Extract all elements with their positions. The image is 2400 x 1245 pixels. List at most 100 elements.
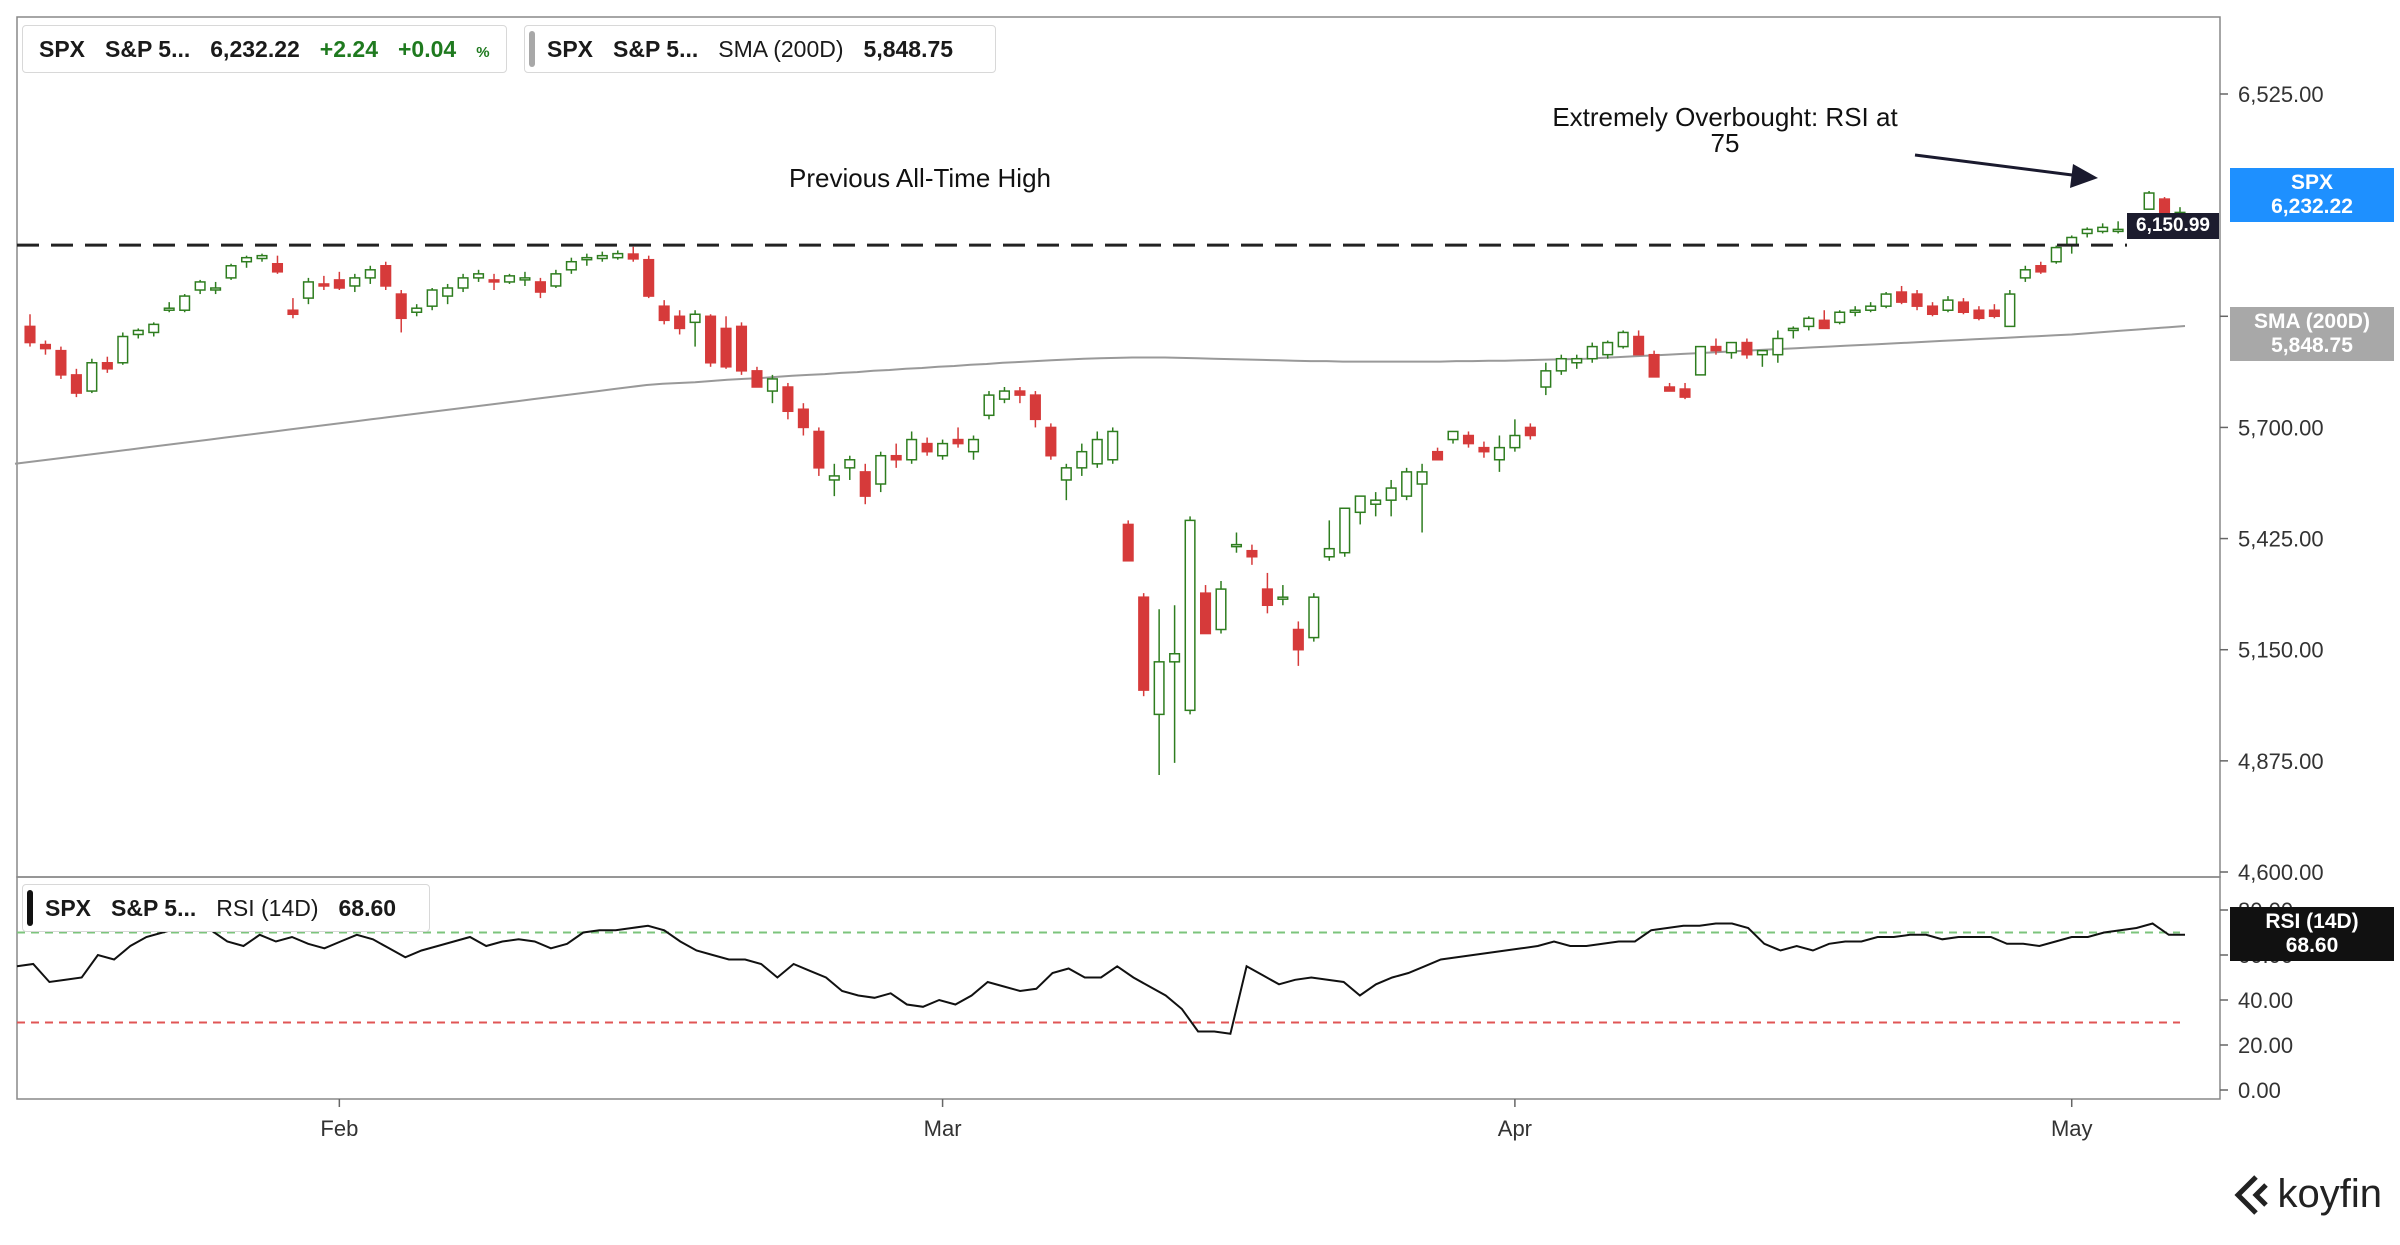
candle-body [1107,430,1119,461]
candle-body [1926,305,1939,316]
candle-body [1540,370,1552,388]
candle-body [101,362,113,370]
candle-body [395,293,407,320]
candle-body [132,329,144,336]
candle-body [612,252,624,259]
ath-value-tag: 6,150.99 [2127,213,2219,239]
candle-body [674,315,686,330]
candle-body [643,258,655,297]
candle-body [1292,628,1304,651]
candle-body [2081,228,2093,235]
legend-sma[interactable]: SPX S&P 5... SMA (200D) 5,848.75 [524,25,996,73]
candle-body [1725,341,1737,354]
candle-body [2158,198,2171,214]
candle-body [302,281,314,299]
candle-body [1246,549,1258,558]
koyfin-logo-text: koyfin [2277,1172,2383,1216]
candle-body [581,256,593,261]
candle-body [1648,353,1660,378]
candle-body [1478,446,1490,453]
candle-body [473,273,485,279]
legend-sma-ticker: SPX [547,35,594,62]
candle-body [813,430,825,469]
candle-body [1679,388,1691,398]
rsi-tick-label: 40.00 [2238,988,2293,1013]
sma-line [14,325,2186,465]
legend-rsi[interactable]: SPX S&P 5... RSI (14D) 68.60 [22,884,430,932]
candle-body [1308,596,1320,639]
candle-body [1323,547,1335,558]
candle-body [596,254,608,260]
candle-body [349,277,361,287]
candle-body [39,343,52,350]
candle-body [751,370,763,388]
price-tick-label: 4,600.00 [2238,860,2324,885]
candle-body [2035,265,2047,273]
candle-body [117,335,129,364]
candle-body [998,390,1011,400]
candle-body [952,438,964,445]
candle-body [1370,499,1382,505]
candle-body [179,295,191,311]
legend-rsi-name: S&P 5... [111,894,197,921]
candle-body [1138,596,1150,691]
candle-body [2050,246,2062,263]
legend-main[interactable]: SPX S&P 5... 6,232.22 +2.24 +0.04% [22,25,507,73]
candle-body [364,269,376,279]
axis-layer: 6,525.005,975.005,700.005,425.005,150.00… [320,82,2324,1141]
candle-body [2143,192,2155,210]
candle-body [534,281,546,293]
price-tick-label: 4,875.00 [2238,749,2324,774]
candle-body [658,305,670,322]
candle-body [318,283,330,287]
candle-body [1772,337,1784,356]
rsi-tick-label: 20.00 [2238,1033,2293,1058]
candle-body [1586,345,1598,360]
candle-body [797,408,809,429]
candle-body [1741,341,1753,356]
candle-body [1091,438,1103,465]
price-tick-label: 5,700.00 [2238,415,2324,440]
sma-tag-label: SMA (200D) [2254,310,2370,333]
candle-body [565,260,577,271]
candle-body [2019,269,2031,279]
legend-rsi-value: 68.60 [338,894,397,921]
legend-main-price: 6,232.22 [210,35,300,62]
sma-tag-value: 5,848.75 [2271,334,2353,357]
legend-main-ticker: SPX [39,35,86,62]
candle-body [1385,487,1397,501]
legend-sma-name: S&P 5... [613,35,699,62]
candle-body [333,279,345,289]
candle-body [2097,226,2109,233]
candle-body [1169,653,1181,663]
candle-body [241,256,253,263]
candle-body [55,349,67,376]
candle-body [875,454,887,485]
candle-body [1524,426,1536,437]
candle-body [1230,543,1243,548]
legend-main-pct-value: +0.04 [398,35,457,62]
ath-annotation: Previous All-Time High [788,163,1051,193]
candle-body [1957,301,1969,313]
candle-body [70,374,82,394]
candle-body [859,471,871,497]
candle-body [766,378,778,392]
candle-body [488,279,500,283]
candle-body [1014,390,1026,396]
rsi-line [16,922,2185,1035]
candle-body [1029,394,1041,421]
candle-body [1664,386,1676,392]
candle-body [1509,434,1521,449]
candle-body [1277,596,1289,600]
candle-body [1122,523,1134,562]
candle-body [1493,446,1505,461]
legend-rsi-ticker: SPX [45,894,92,921]
overbought-annotation: Extremely Overbought: RSI at 75 [1510,104,1940,156]
overbought-annotation-line2: 75 [1710,128,1740,158]
rsi-layer [16,922,2185,1035]
rsi-tag-label: RSI (14D) [2265,910,2359,933]
koyfin-logo-icon [2233,1174,2268,1215]
legend-rsi-color-bar [27,890,33,926]
legend-sma-value: 5,848.75 [863,35,954,62]
legend-sma-color-bar [529,31,535,67]
